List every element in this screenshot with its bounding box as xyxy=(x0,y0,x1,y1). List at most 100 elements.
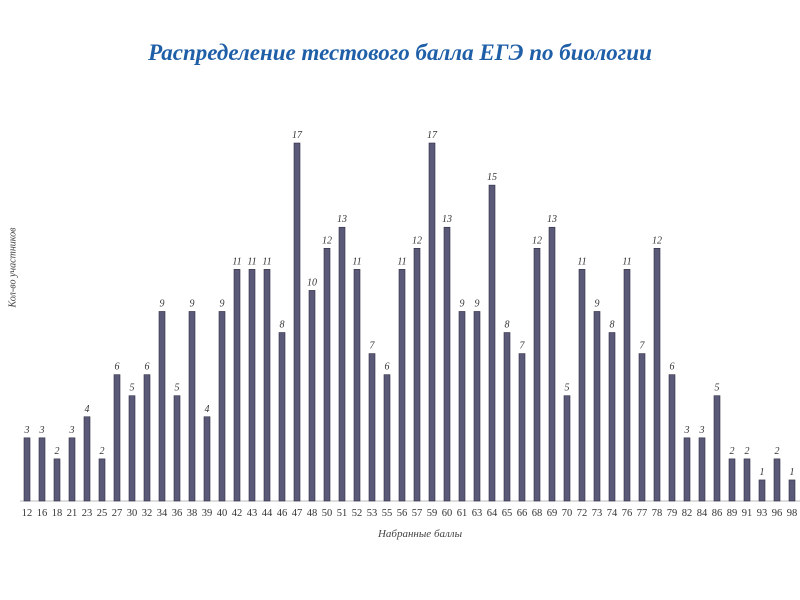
bar xyxy=(698,437,706,502)
bar xyxy=(128,395,136,502)
data-label: 6 xyxy=(670,362,675,373)
x-tick-label: 36 xyxy=(172,508,183,519)
data-label: 11 xyxy=(247,256,256,267)
bar xyxy=(728,458,736,502)
data-label: 3 xyxy=(24,425,30,436)
x-tick-label: 68 xyxy=(532,508,543,519)
x-tick-label: 78 xyxy=(652,508,663,519)
x-tick-label: 96 xyxy=(772,508,783,519)
data-label: 11 xyxy=(262,256,271,267)
data-label: 13 xyxy=(442,214,452,225)
x-tick-label: 23 xyxy=(82,508,93,519)
data-label: 8 xyxy=(505,320,510,331)
x-tick-label: 25 xyxy=(97,508,108,519)
x-tick-label: 57 xyxy=(412,508,423,519)
bar xyxy=(23,437,31,502)
x-tick-label: 76 xyxy=(622,508,633,519)
x-tick-label: 59 xyxy=(427,508,438,519)
bar xyxy=(578,269,586,502)
data-label: 9 xyxy=(160,298,165,309)
bar xyxy=(143,374,151,502)
data-label: 2 xyxy=(775,446,780,457)
data-label: 8 xyxy=(280,320,285,331)
data-label: 12 xyxy=(532,235,542,246)
bar xyxy=(518,353,526,502)
bar xyxy=(788,479,796,502)
data-label: 9 xyxy=(220,298,225,309)
x-tick-label: 30 xyxy=(127,508,138,519)
data-label: 12 xyxy=(652,235,662,246)
data-label: 1 xyxy=(790,467,795,478)
x-tick-label: 48 xyxy=(307,508,318,519)
bar xyxy=(413,247,421,502)
x-tick-label: 53 xyxy=(367,508,378,519)
x-tick-label: 38 xyxy=(187,508,198,519)
bar xyxy=(278,332,286,502)
bar xyxy=(743,458,751,502)
bar xyxy=(593,311,601,502)
bar xyxy=(503,332,511,502)
x-tick-label: 98 xyxy=(787,508,798,519)
data-label: 9 xyxy=(460,298,465,309)
bar xyxy=(473,311,481,502)
data-label: 9 xyxy=(190,298,195,309)
bar xyxy=(713,395,721,502)
bar xyxy=(773,458,781,502)
bar xyxy=(368,353,376,502)
bar xyxy=(83,416,91,502)
x-tick-label: 34 xyxy=(157,508,168,519)
data-label: 2 xyxy=(55,446,60,457)
x-tick-label: 72 xyxy=(577,508,588,519)
bar xyxy=(758,479,766,502)
bar xyxy=(53,458,61,502)
data-label: 11 xyxy=(622,256,631,267)
x-tick-label: 44 xyxy=(262,508,273,519)
data-label: 6 xyxy=(115,362,120,373)
bar xyxy=(683,437,691,502)
data-label: 10 xyxy=(307,277,317,288)
data-label: 4 xyxy=(85,404,90,415)
bar xyxy=(38,437,46,502)
bar xyxy=(608,332,616,502)
x-tick-label: 69 xyxy=(547,508,558,519)
x-tick-label: 70 xyxy=(562,508,573,519)
bar xyxy=(68,437,76,502)
x-tick-label: 73 xyxy=(592,508,603,519)
data-label: 17 xyxy=(292,130,303,141)
data-label: 5 xyxy=(175,383,180,394)
bar xyxy=(458,311,466,502)
data-label: 9 xyxy=(595,298,600,309)
x-tick-label: 32 xyxy=(142,508,153,519)
data-label: 7 xyxy=(520,341,526,352)
data-label: 9 xyxy=(475,298,480,309)
bar xyxy=(383,374,391,502)
bar xyxy=(398,269,406,502)
x-tick-label: 27 xyxy=(112,508,123,519)
x-tick-label: 64 xyxy=(487,508,498,519)
x-tick-label: 77 xyxy=(637,508,648,519)
x-tick-label: 65 xyxy=(502,508,513,519)
data-label: 11 xyxy=(352,256,361,267)
x-axis-label: Набранные баллы xyxy=(377,528,463,540)
x-tick-label: 12 xyxy=(22,508,33,519)
bar xyxy=(113,374,121,502)
x-tick-label: 42 xyxy=(232,508,243,519)
x-tick-label: 56 xyxy=(397,508,408,519)
data-label: 5 xyxy=(565,383,570,394)
x-tick-label: 52 xyxy=(352,508,363,519)
data-label: 7 xyxy=(640,341,646,352)
data-label: 6 xyxy=(145,362,150,373)
data-label: 12 xyxy=(412,235,422,246)
bar xyxy=(218,311,226,502)
data-label: 5 xyxy=(130,383,135,394)
bar xyxy=(623,269,631,502)
data-label: 11 xyxy=(397,256,406,267)
bar xyxy=(548,226,556,502)
bar xyxy=(263,269,271,502)
data-label: 1 xyxy=(760,467,765,478)
bar xyxy=(428,142,436,502)
data-label: 5 xyxy=(715,383,720,394)
data-label: 2 xyxy=(730,446,735,457)
data-label: 2 xyxy=(100,446,105,457)
